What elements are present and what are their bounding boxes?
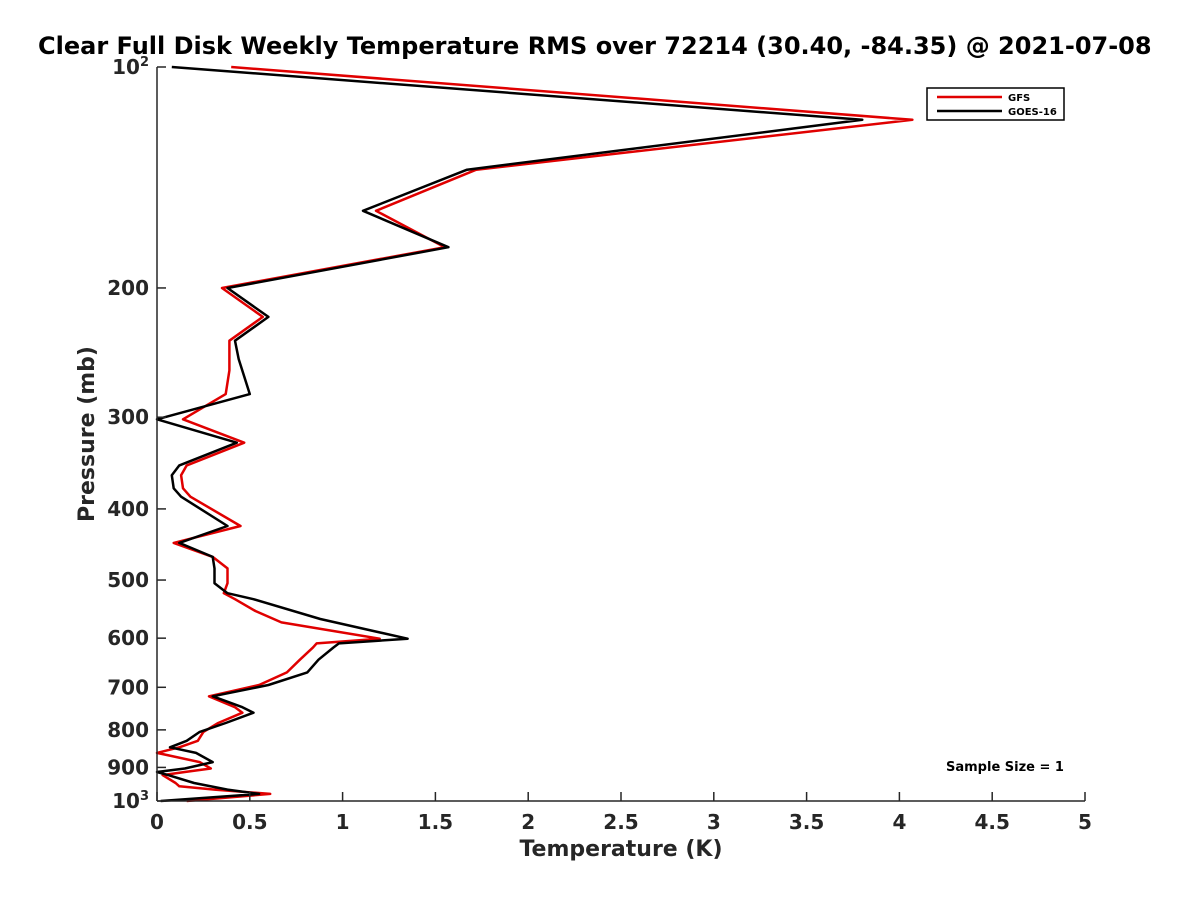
x-tick-label: 5 bbox=[1078, 810, 1092, 834]
x-tick-label: 3 bbox=[707, 810, 721, 834]
y-tick-label: 700 bbox=[107, 675, 149, 699]
x-tick-label: 2.5 bbox=[603, 810, 638, 834]
y-axis-label: Pressure (mb) bbox=[75, 346, 100, 522]
x-tick-label: 0 bbox=[150, 810, 164, 834]
legend-label-goes16: GOES-16 bbox=[1008, 107, 1057, 118]
x-tick-label: 1 bbox=[336, 810, 350, 834]
x-tick-label: 4.5 bbox=[974, 810, 1009, 834]
series-layer bbox=[155, 65, 914, 803]
legend: GFS GOES-16 bbox=[926, 87, 1065, 121]
series-line-gfs bbox=[155, 65, 914, 803]
y-tick-label: 102 bbox=[112, 55, 149, 79]
series-line-goes16 bbox=[155, 65, 864, 803]
x-tick-label: 3.5 bbox=[789, 810, 824, 834]
chart-title: Clear Full Disk Weekly Temperature RMS o… bbox=[38, 32, 1152, 60]
y-tick-label: 600 bbox=[107, 626, 149, 650]
x-ticks: 0 0.5 1 1.5 2 2.5 3 3.5 4 4.5 5 bbox=[150, 792, 1092, 834]
y-tick-label: 400 bbox=[107, 497, 149, 521]
x-tick-label: 4 bbox=[892, 810, 906, 834]
legend-label-gfs: GFS bbox=[1008, 93, 1030, 104]
x-tick-label: 2 bbox=[521, 810, 535, 834]
legend-box bbox=[926, 87, 1065, 121]
axes-layer bbox=[156, 67, 1085, 802]
y-tick-label: 500 bbox=[107, 568, 149, 592]
y-tick-label: 800 bbox=[107, 718, 149, 742]
y-ticks: 102 200 300 400 500 600 700 800 900 103 bbox=[107, 55, 166, 813]
y-tick-label: 200 bbox=[107, 276, 149, 300]
y-tick-label: 103 bbox=[112, 789, 149, 813]
x-tick-label: 1.5 bbox=[418, 810, 453, 834]
y-tick-label: 300 bbox=[107, 405, 149, 429]
x-axis-label: Temperature (K) bbox=[519, 837, 722, 862]
y-tick-label: 900 bbox=[107, 755, 149, 779]
x-tick-label: 0.5 bbox=[232, 810, 267, 834]
sample-size-annotation: Sample Size = 1 bbox=[946, 760, 1064, 775]
